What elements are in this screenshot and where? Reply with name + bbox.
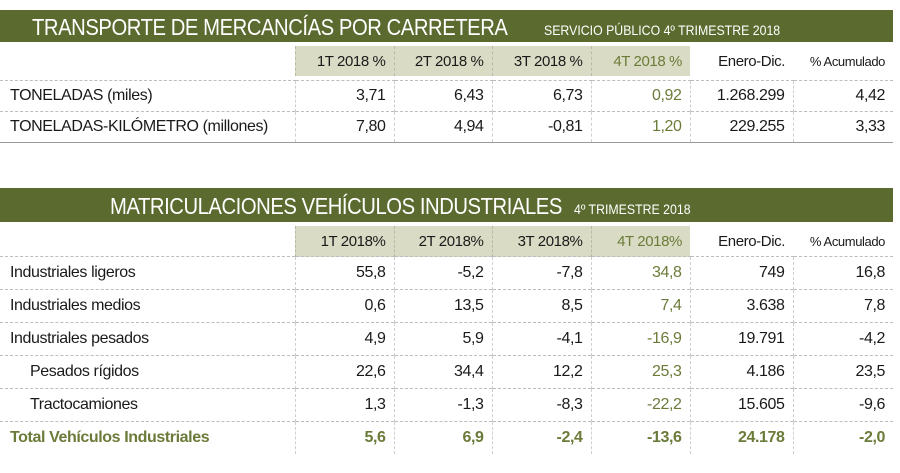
- cell: 4,42: [792, 80, 893, 112]
- cell: 24.178: [689, 421, 793, 454]
- cell: -1,3: [393, 388, 492, 422]
- table-header-row: 1T 2018 % 2T 2018 % 3T 2018 % 4T 2018 % …: [0, 46, 893, 76]
- header-2t: 2T 2018%: [393, 226, 492, 257]
- cell: -8,3: [491, 388, 591, 422]
- row-label: TONELADAS-KILÓMETRO (millones): [0, 111, 295, 142]
- cell: 19.791: [689, 322, 793, 356]
- table2-title: MATRICULACIONES VEHÍCULOS INDUSTRIALES: [110, 193, 562, 219]
- row-label: Total Vehículos Industriales: [0, 421, 295, 454]
- table2-title-bar: MATRICULACIONES VEHÍCULOS INDUSTRIALES 4…: [0, 188, 893, 222]
- cell: 1,3: [294, 388, 394, 422]
- row-label: Tractocamiones: [0, 388, 295, 422]
- row-label: Industriales ligeros: [0, 256, 295, 290]
- header-4t: 4T 2018%: [590, 226, 690, 257]
- table-row: TONELADAS-KILÓMETRO (millones) 7,80 4,94…: [0, 111, 893, 142]
- cell: 4,9: [294, 322, 394, 356]
- cell: -2,0: [792, 421, 893, 454]
- row-label: Industriales medios: [0, 289, 295, 323]
- cell: -22,2: [590, 388, 690, 422]
- header-4t: 4T 2018 %: [590, 46, 690, 76]
- cell: 749: [689, 256, 793, 290]
- total-row: Total Vehículos Industriales 5,6 6,9 -2,4 -1…: [0, 421, 893, 454]
- cell: 23,5: [792, 355, 893, 389]
- cell: 5,6: [294, 421, 394, 454]
- cell: -9,6: [792, 388, 893, 422]
- cell: 6,9: [393, 421, 492, 454]
- cell: -5,2: [393, 256, 492, 290]
- table-row: Industriales ligeros 55,8 -5,2 -7,8 34,8 749 1…: [0, 256, 893, 290]
- cell: -13,6: [590, 421, 690, 454]
- cell: -4,1: [491, 322, 591, 356]
- header-enero-dic: Enero-Dic.: [690, 226, 793, 257]
- cell: 0,92: [590, 80, 690, 112]
- cell: 1,20: [590, 111, 690, 142]
- table1-subtitle: SERVICIO PÚBLICO 4º TRIMESTRE 2018: [544, 22, 781, 38]
- header-2t: 2T 2018 %: [393, 46, 492, 76]
- divider: [0, 142, 893, 143]
- cell: 4.186: [689, 355, 793, 389]
- table2-subtitle: 4º TRIMESTRE 2018: [573, 201, 691, 217]
- header-acumulado: % Acumulado: [793, 46, 893, 76]
- cell: -4,2: [792, 322, 893, 356]
- cell: 3.638: [689, 289, 793, 323]
- table-row: Pesados rígidos 22,6 34,4 12,2 25,3 4.186 23,5: [0, 355, 893, 389]
- cell: 6,43: [393, 80, 492, 112]
- cell: 16,8: [792, 256, 893, 290]
- cell: 15.605: [689, 388, 793, 422]
- cell: 1.268.299: [689, 80, 793, 112]
- cell: 3,33: [792, 111, 893, 142]
- header-blank: [0, 46, 295, 76]
- cell: 0,6: [294, 289, 394, 323]
- row-label: Pesados rígidos: [0, 355, 295, 389]
- cell: 25,3: [590, 355, 690, 389]
- cell: -0,81: [491, 111, 591, 142]
- header-blank: [0, 226, 295, 257]
- cell: 34,4: [393, 355, 492, 389]
- cell: -2,4: [491, 421, 591, 454]
- cell: -16,9: [590, 322, 690, 356]
- cell: 7,80: [294, 111, 394, 142]
- table-transporte: 1T 2018 % 2T 2018 % 3T 2018 % 4T 2018 % …: [0, 46, 893, 142]
- cell: 6,73: [491, 80, 591, 112]
- table-row: TONELADAS (miles) 3,71 6,43 6,73 0,92 1.…: [0, 80, 893, 112]
- cell: 3,71: [294, 80, 394, 112]
- cell: 5,9: [393, 322, 492, 356]
- cell: 55,8: [294, 256, 394, 290]
- cell: -7,8: [491, 256, 591, 290]
- header-enero-dic: Enero-Dic.: [690, 46, 793, 76]
- cell: 22,6: [294, 355, 394, 389]
- cell: 7,4: [590, 289, 690, 323]
- cell: 13,5: [393, 289, 492, 323]
- table1-title: TRANSPORTE DE MERCANCÍAS POR CARRETERA: [32, 14, 508, 40]
- table-row: Tractocamiones 1,3 -1,3 -8,3 -22,2 15.605 -9,6: [0, 388, 893, 422]
- table-header-row: 1T 2018% 2T 2018% 3T 2018% 4T 2018% Ener…: [0, 226, 893, 257]
- cell: 8,5: [491, 289, 591, 323]
- header-1t: 1T 2018 %: [294, 46, 394, 76]
- row-label: Industriales pesados: [0, 322, 295, 356]
- header-1t: 1T 2018%: [294, 226, 394, 257]
- table1-title-bar: TRANSPORTE DE MERCANCÍAS POR CARRETERA S…: [0, 10, 893, 42]
- table-row: Industriales pesados 4,9 5,9 -4,1 -16,9 19.79…: [0, 322, 893, 356]
- header-3t: 3T 2018 %: [491, 46, 591, 76]
- cell: 34,8: [590, 256, 690, 290]
- cell: 229.255: [689, 111, 793, 142]
- header-acumulado: % Acumulado: [793, 226, 893, 257]
- table-row: Industriales medios 0,6 13,5 8,5 7,4 3.638 7,8: [0, 289, 893, 323]
- table-matriculaciones: 1T 2018% 2T 2018% 3T 2018% 4T 2018% Ener…: [0, 226, 893, 454]
- cell: 12,2: [491, 355, 591, 389]
- cell: 4,94: [393, 111, 492, 142]
- cell: 7,8: [792, 289, 893, 323]
- header-3t: 3T 2018%: [491, 226, 591, 257]
- row-label: TONELADAS (miles): [0, 80, 295, 112]
